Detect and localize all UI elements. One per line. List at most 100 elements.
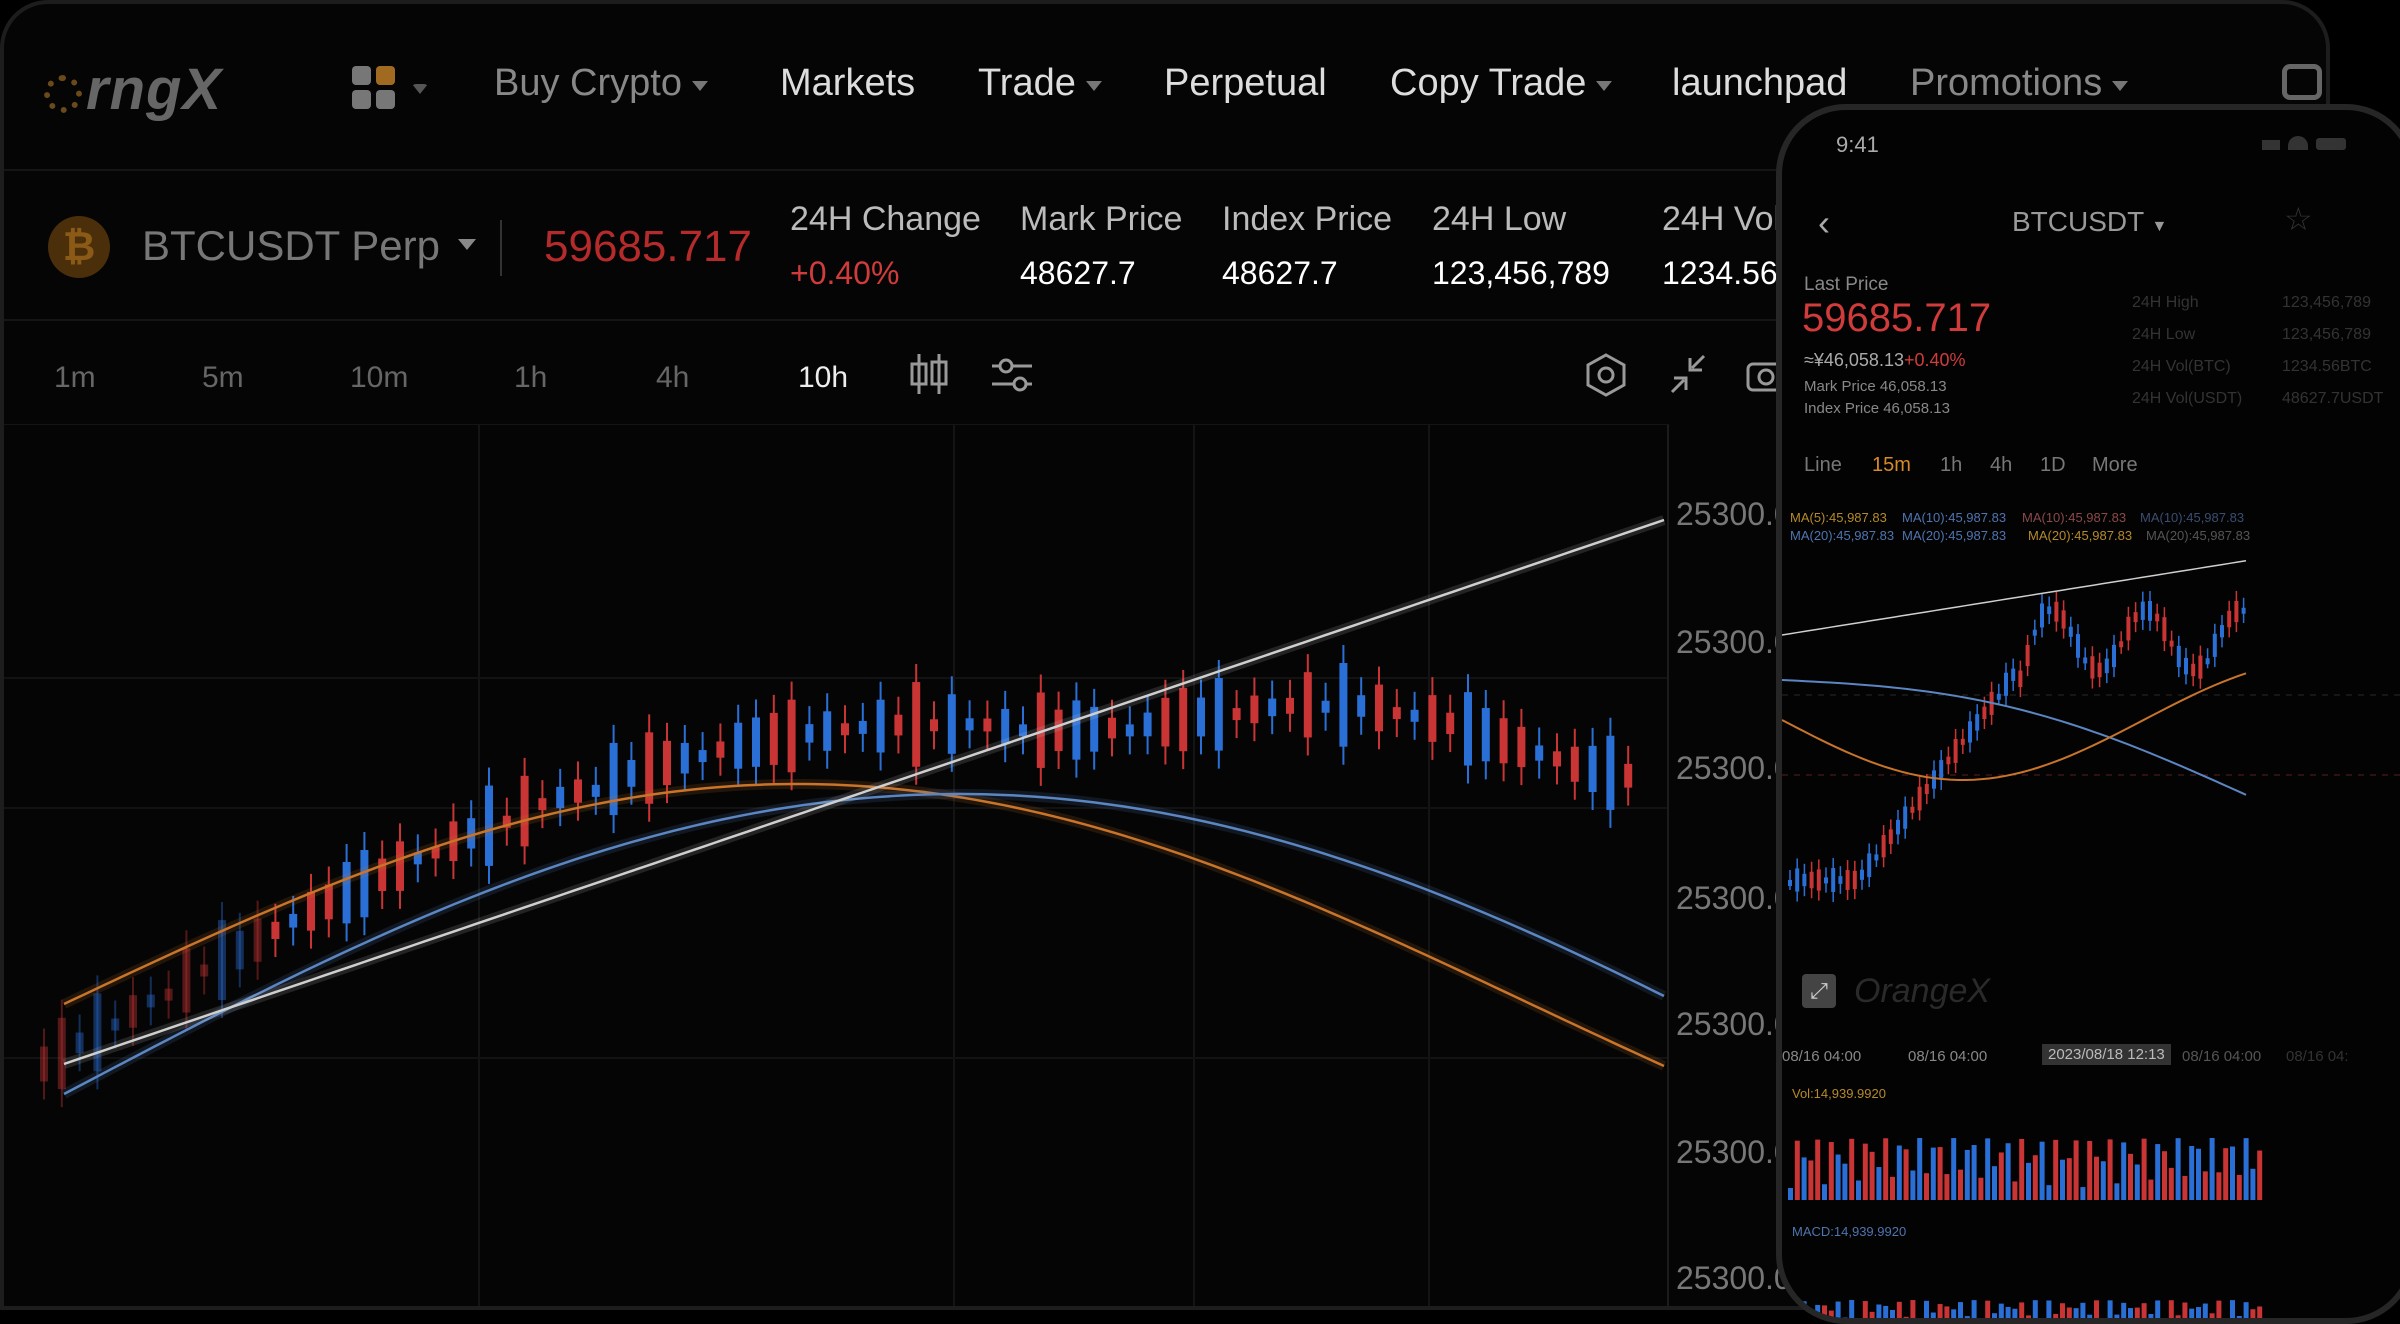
phone-tab-more[interactable]: More [2092,454,2138,477]
back-icon[interactable]: ‹ [1818,202,1830,244]
phone-pair-selector[interactable]: BTCUSDT ▼ [2012,206,2167,238]
macd-bar [2230,1300,2235,1320]
candlestick-chart[interactable] [4,424,1669,1310]
timeframe-1h[interactable]: 1h [514,361,547,395]
macd-bar [2203,1304,2208,1320]
phone-candle [1824,877,1828,883]
volume-bar [1910,1171,1915,1200]
volume-bar [1917,1138,1922,1200]
price-axis-label: 25300.0 [1676,1260,1792,1297]
candle [1482,708,1490,761]
nav-trade[interactable]: Trade [978,62,1102,105]
candle [1517,727,1525,767]
timeframe-10m[interactable]: 10m [350,361,408,395]
timeframe-10h[interactable]: 10h [798,361,848,395]
phone-candle [2170,641,2174,647]
candle [111,1019,119,1031]
macd-bar [2182,1303,2187,1320]
phone-candle [1968,721,1972,742]
volume-bar [1788,1188,1793,1200]
phone-stat-value: 123,456,789 [2282,326,2371,344]
chart-settings-icon[interactable] [1584,352,1628,398]
stat-24h-change: 24H Change+0.40% [790,200,981,292]
volume-bar [2250,1169,2255,1200]
candle [1197,698,1205,737]
candle [343,862,351,923]
wallet-icon[interactable] [2282,64,2322,100]
favorite-star-icon[interactable]: ☆ [2284,200,2313,238]
macd-bar [2012,1309,2017,1320]
macd-bar [2196,1307,2201,1320]
volume-bar [2128,1154,2133,1200]
volume-bar [2162,1151,2167,1200]
timeframe-4h[interactable]: 4h [656,361,689,395]
candle [627,760,635,787]
phone-candle [2220,625,2224,637]
collapse-icon[interactable] [1668,352,1708,396]
phone-candle [2062,610,2066,628]
phone-candle [1817,869,1821,890]
timeframe-5m[interactable]: 5m [202,361,244,395]
volume-bar [1897,1146,1902,1200]
nav-buy-crypto[interactable]: Buy Crypto [494,62,708,105]
candle [1250,696,1258,724]
indicator-settings-icon[interactable] [990,352,1034,396]
candle [663,741,671,785]
candle [805,724,813,742]
volume-bar [2094,1157,2099,1200]
macd-bar [1910,1300,1915,1320]
candle [1606,736,1614,810]
candle [770,713,778,765]
macd-bar [1863,1301,1868,1320]
candle [681,743,689,774]
phone-candle [2206,658,2210,664]
candle [592,785,600,797]
phone-candlestick-chart[interactable] [1782,540,2400,1320]
bitcoin-icon: ₿ [48,216,110,278]
logo[interactable]: rngX [44,56,222,123]
candle [1215,678,1223,751]
candlestick-type-icon[interactable] [908,352,950,396]
macd-bar [1788,1300,1793,1320]
volume-bar [2053,1140,2058,1200]
macd-bar [1992,1313,1997,1320]
macd-bar [2087,1315,2092,1320]
candle [574,779,582,802]
candle [1553,751,1561,766]
phone-tab-4h[interactable]: 4h [1990,454,2012,477]
phone-candle [2155,614,2159,622]
nav-copy-trade[interactable]: Copy Trade [1390,62,1612,105]
pair-selector[interactable]: BTCUSDT Perp [142,222,476,270]
mobile-app-frame: 9:41 ‹ BTCUSDT ▼ ☆ Last Price 59685.717 … [1776,104,2400,1324]
candle [1393,707,1401,719]
apps-grid-icon[interactable] [352,66,398,112]
volume-bar [1972,1145,1977,1200]
candle [236,931,244,970]
timeframe-1m[interactable]: 1m [54,361,96,395]
nav-launchpad[interactable]: launchpad [1672,62,1847,105]
nav-promotions[interactable]: Promotions [1910,62,2128,105]
crosshair-time-label: 2023/08/18 12:13 [2042,1044,2171,1065]
nav-markets[interactable]: Markets [780,62,915,105]
ma-orange-line [64,784,1664,1066]
phone-stat-value: 48627.7USDT [2282,390,2383,408]
phone-tab-1d[interactable]: 1D [2040,454,2066,477]
macd-bar [2067,1308,2072,1320]
macd-bar [1999,1304,2004,1320]
candle [734,723,742,769]
phone-tab-line[interactable]: Line [1804,454,1842,477]
volume-bar [1883,1138,1888,1200]
candle [360,850,368,917]
candle [1233,708,1241,720]
candle [76,1033,84,1054]
nav-perpetual[interactable]: Perpetual [1164,62,1327,105]
phone-tab-1h[interactable]: 1h [1940,454,1962,477]
phone-stat-value: 123,456,789 [2282,294,2371,312]
ma-blue-line [64,794,1664,1094]
expand-icon[interactable]: ⤢ [1802,974,1836,1008]
phone-tab-15m[interactable]: 15m [1872,454,1911,477]
macd-bar [2053,1314,2058,1320]
candle [182,948,190,1012]
